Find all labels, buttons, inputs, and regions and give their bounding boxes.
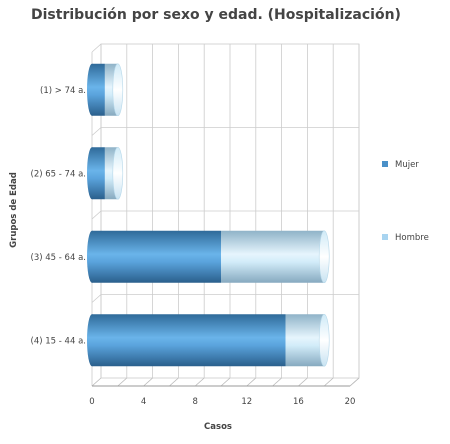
- floor-gridline: [91, 377, 102, 387]
- floor-gridline: [169, 377, 179, 387]
- bar-cap-end: [318, 313, 330, 367]
- legend-label: Mujer: [395, 160, 419, 170]
- floor-gridline: [220, 377, 231, 387]
- bar-cap-start: [87, 147, 97, 200]
- y-axis-categories: (1) > 74 a. (2) 65 - 74 a. (3) 45 - 64 a. (…: [31, 86, 86, 347]
- x-tick-label: 16: [293, 397, 304, 407]
- bar-cap-start: [87, 314, 97, 367]
- left-wall-line: [91, 210, 102, 220]
- bar-cap-start: [87, 230, 97, 283]
- bar-hombre: [285, 314, 325, 367]
- bar-mujer: [92, 314, 286, 367]
- legend-label: Hombre: [395, 233, 429, 243]
- x-axis-ticks: 0 4 8 12 16 20: [89, 397, 355, 407]
- bar-cap-end: [318, 230, 330, 284]
- x-tick-label: 0: [89, 397, 94, 407]
- legend-swatch-hombre: [382, 234, 388, 240]
- y-category-label: (4) 15 - 44 a.: [31, 336, 86, 346]
- floor-gridline: [194, 377, 205, 387]
- legend-swatch-mujer: [382, 161, 388, 167]
- floor-gridline: [117, 377, 128, 387]
- bar-cap-start: [87, 63, 97, 116]
- bar-cap-end: [112, 63, 124, 117]
- x-axis-title: Casos: [204, 422, 232, 432]
- floor-gridline: [272, 377, 282, 387]
- bar-mujer: [92, 230, 221, 283]
- x-tick-label: 12: [241, 397, 252, 407]
- floor-gridline: [143, 377, 153, 387]
- left-wall-top: [91, 43, 102, 53]
- y-category-label: (3) 45 - 64 a.: [31, 253, 86, 263]
- floor-gridline: [246, 377, 257, 387]
- chart-title: Distribución por sexo y edad. (Hospitali…: [31, 7, 401, 23]
- y-axis-title: Grupos de Edad: [9, 172, 19, 248]
- bars: [87, 63, 330, 367]
- bar-cap-end: [112, 146, 124, 200]
- x-tick-label: 4: [141, 397, 146, 407]
- left-wall-line: [91, 127, 102, 136]
- bar-hombre: [221, 230, 325, 283]
- y-category-label: (1) > 74 a.: [40, 86, 86, 96]
- y-category-label: (2) 65 - 74 a.: [31, 169, 86, 179]
- floor-gridline: [298, 377, 308, 387]
- left-wall-line: [91, 294, 102, 303]
- legend: Mujer Hombre: [382, 160, 429, 243]
- floor-gridline: [323, 377, 334, 387]
- x-tick-label: 20: [345, 397, 356, 407]
- floor-right-edge: [349, 377, 360, 387]
- x-tick-label: 8: [192, 397, 197, 407]
